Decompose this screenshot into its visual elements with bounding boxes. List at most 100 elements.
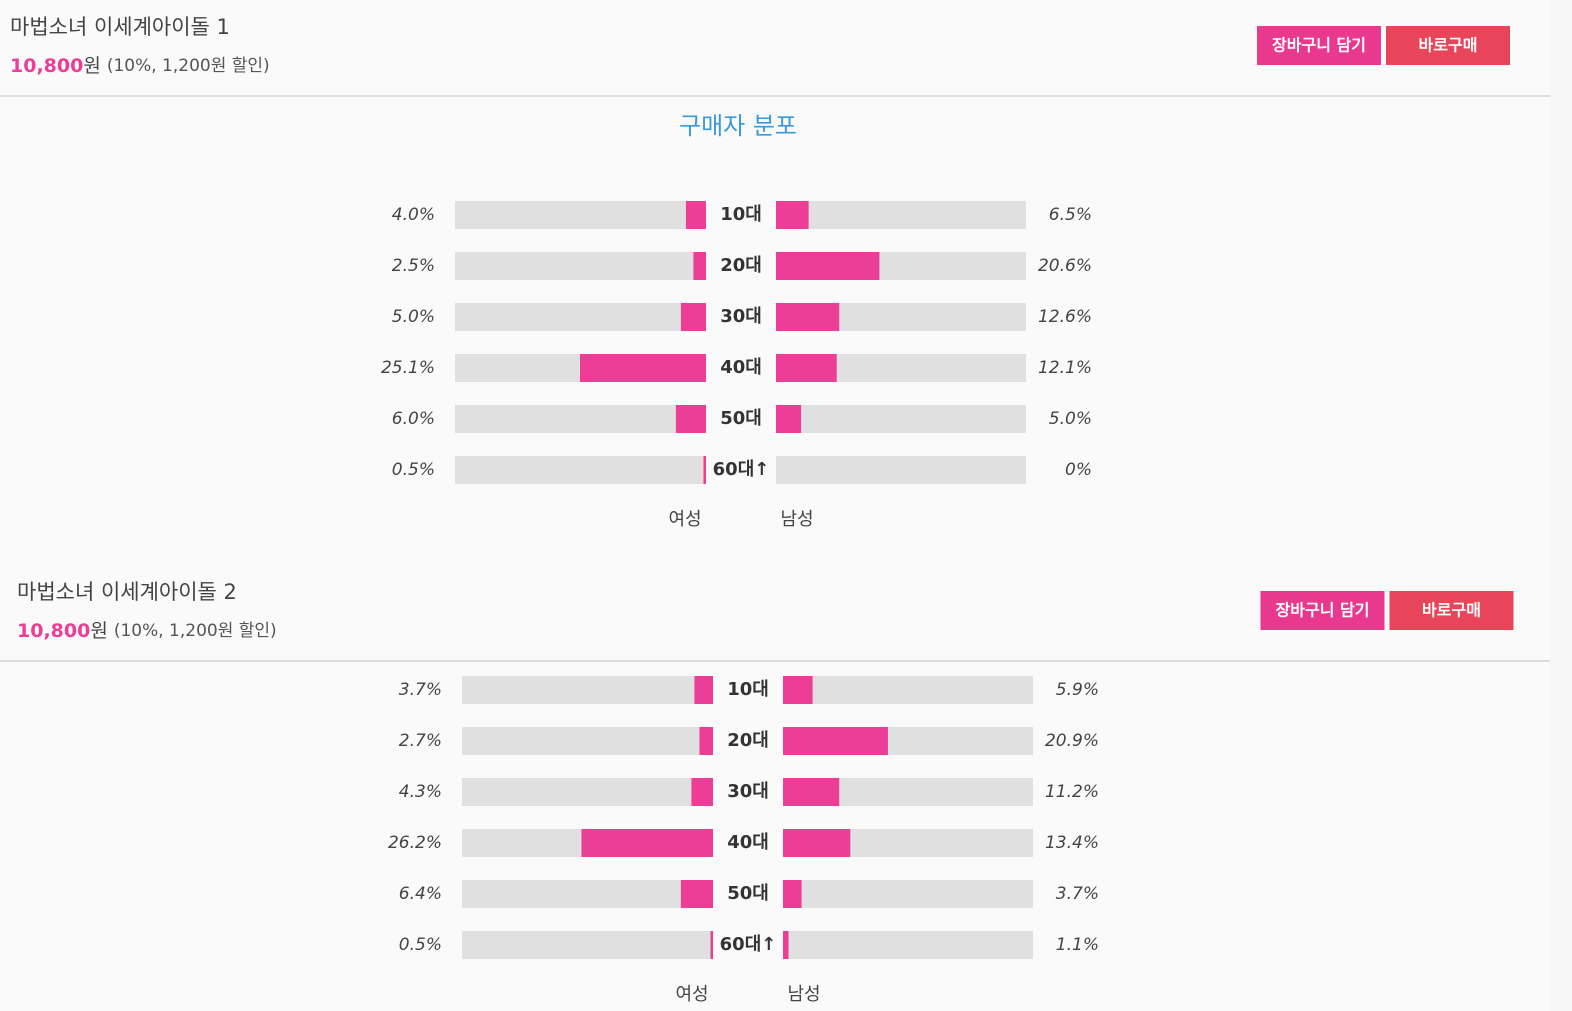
- button[interactable]: 장바구니 담기: [1260, 591, 1385, 630]
- bar: [685, 201, 706, 229]
- category-label: 40대: [727, 832, 769, 853]
- value-label: 12.1%: [1038, 358, 1092, 378]
- chart-area: [0, 97, 1550, 565]
- button[interactable]: 장바구니 담기: [1257, 26, 1381, 65]
- bar: [693, 252, 706, 280]
- bar: [710, 931, 713, 959]
- bar: [776, 252, 880, 280]
- price-currency: 원: [90, 620, 107, 642]
- bar: [783, 778, 840, 806]
- value-label: 2.7%: [399, 731, 442, 751]
- bar: [776, 201, 809, 229]
- bar-track: [783, 676, 1033, 704]
- bar-track: [462, 931, 713, 959]
- legend-label: 여성: [668, 509, 701, 530]
- button-bg[interactable]: [1257, 26, 1381, 65]
- value-label: 13.4%: [1045, 833, 1099, 853]
- value-label: 26.2%: [388, 833, 442, 853]
- value-label: 20.6%: [1038, 256, 1092, 276]
- value-label: 0%: [1065, 460, 1092, 480]
- category-label: 20대: [720, 255, 762, 276]
- legend-label: 남성: [780, 509, 813, 530]
- category-label: 10대: [727, 679, 769, 700]
- bar-track: [776, 201, 1026, 229]
- category-label: 60대↑: [713, 459, 770, 480]
- bar: [783, 727, 888, 755]
- value-label: 11.2%: [1045, 782, 1099, 802]
- bar: [691, 778, 713, 806]
- bar-track: [462, 727, 713, 755]
- bar: [783, 880, 802, 908]
- value-label: 3.7%: [399, 680, 442, 700]
- button-label[interactable]: 장바구니 담기: [1276, 601, 1370, 620]
- value-label: 2.5%: [392, 256, 435, 276]
- category-label: 50대: [720, 408, 762, 429]
- button-label[interactable]: 바로구매: [1422, 601, 1481, 620]
- button-bg[interactable]: [1386, 26, 1510, 65]
- button-bg[interactable]: [1389, 591, 1514, 630]
- bar: [675, 405, 706, 433]
- value-label: 6.5%: [1049, 205, 1092, 225]
- bar: [680, 303, 706, 331]
- bar: [579, 354, 706, 382]
- bar-track: [776, 456, 1026, 484]
- value-label: 0.5%: [399, 935, 442, 955]
- button-bg[interactable]: [1260, 591, 1385, 630]
- product-name: 마법소녀 이세계아이돌 2: [17, 580, 237, 604]
- bar: [694, 676, 713, 704]
- product-price: 10,800원 (10%, 1,200원 할인): [10, 55, 270, 77]
- bar-track: [462, 676, 713, 704]
- legend-label: 남성: [787, 984, 820, 1005]
- bar: [776, 354, 837, 382]
- value-label: 6.0%: [392, 409, 435, 429]
- bar: [703, 456, 706, 484]
- legend-label: 여성: [675, 984, 708, 1005]
- bar-track: [455, 252, 706, 280]
- bar-track: [776, 405, 1026, 433]
- bar: [783, 829, 851, 857]
- bar-track: [462, 778, 713, 806]
- bar: [776, 303, 840, 331]
- bar-track: [455, 456, 706, 484]
- category-label: 20대: [727, 730, 769, 751]
- value-label: 1.1%: [1056, 935, 1099, 955]
- price-currency: 원: [83, 55, 100, 77]
- category-label: 60대↑: [720, 934, 777, 955]
- category-label: 30대: [720, 306, 762, 327]
- category-label: 30대: [727, 781, 769, 802]
- bar: [776, 405, 802, 433]
- value-label: 5.9%: [1056, 680, 1099, 700]
- bar: [680, 880, 713, 908]
- bar: [581, 829, 713, 857]
- chart-title: 구매자 분포: [679, 112, 797, 140]
- value-label: 4.3%: [399, 782, 442, 802]
- button-label[interactable]: 장바구니 담기: [1272, 36, 1366, 55]
- bar-track: [455, 405, 706, 433]
- button[interactable]: 바로구매: [1389, 591, 1514, 630]
- value-label: 20.9%: [1045, 731, 1099, 751]
- price-discount: (10%, 1,200원 할인): [114, 621, 277, 641]
- value-label: 6.4%: [399, 884, 442, 904]
- value-label: 4.0%: [392, 205, 435, 225]
- category-label: 50대: [727, 883, 769, 904]
- button[interactable]: 바로구매: [1386, 26, 1510, 65]
- bar-track: [462, 880, 713, 908]
- bar: [699, 727, 713, 755]
- value-label: 5.0%: [392, 307, 435, 327]
- bar: [783, 931, 789, 959]
- product-name: 마법소녀 이세계아이돌 1: [10, 15, 230, 39]
- chart-area: [0, 662, 1550, 1011]
- value-label: 0.5%: [392, 460, 435, 480]
- product-price: 10,800원 (10%, 1,200원 할인): [17, 620, 277, 642]
- bar-track: [783, 931, 1033, 959]
- price-amount: 10,800: [17, 620, 90, 642]
- bar-track: [455, 303, 706, 331]
- category-label: 40대: [720, 357, 762, 378]
- button-label[interactable]: 바로구매: [1419, 36, 1478, 55]
- bar-track: [783, 880, 1033, 908]
- price-discount: (10%, 1,200원 할인): [107, 56, 270, 76]
- value-label: 3.7%: [1056, 884, 1099, 904]
- bar-track: [455, 201, 706, 229]
- bar: [783, 676, 813, 704]
